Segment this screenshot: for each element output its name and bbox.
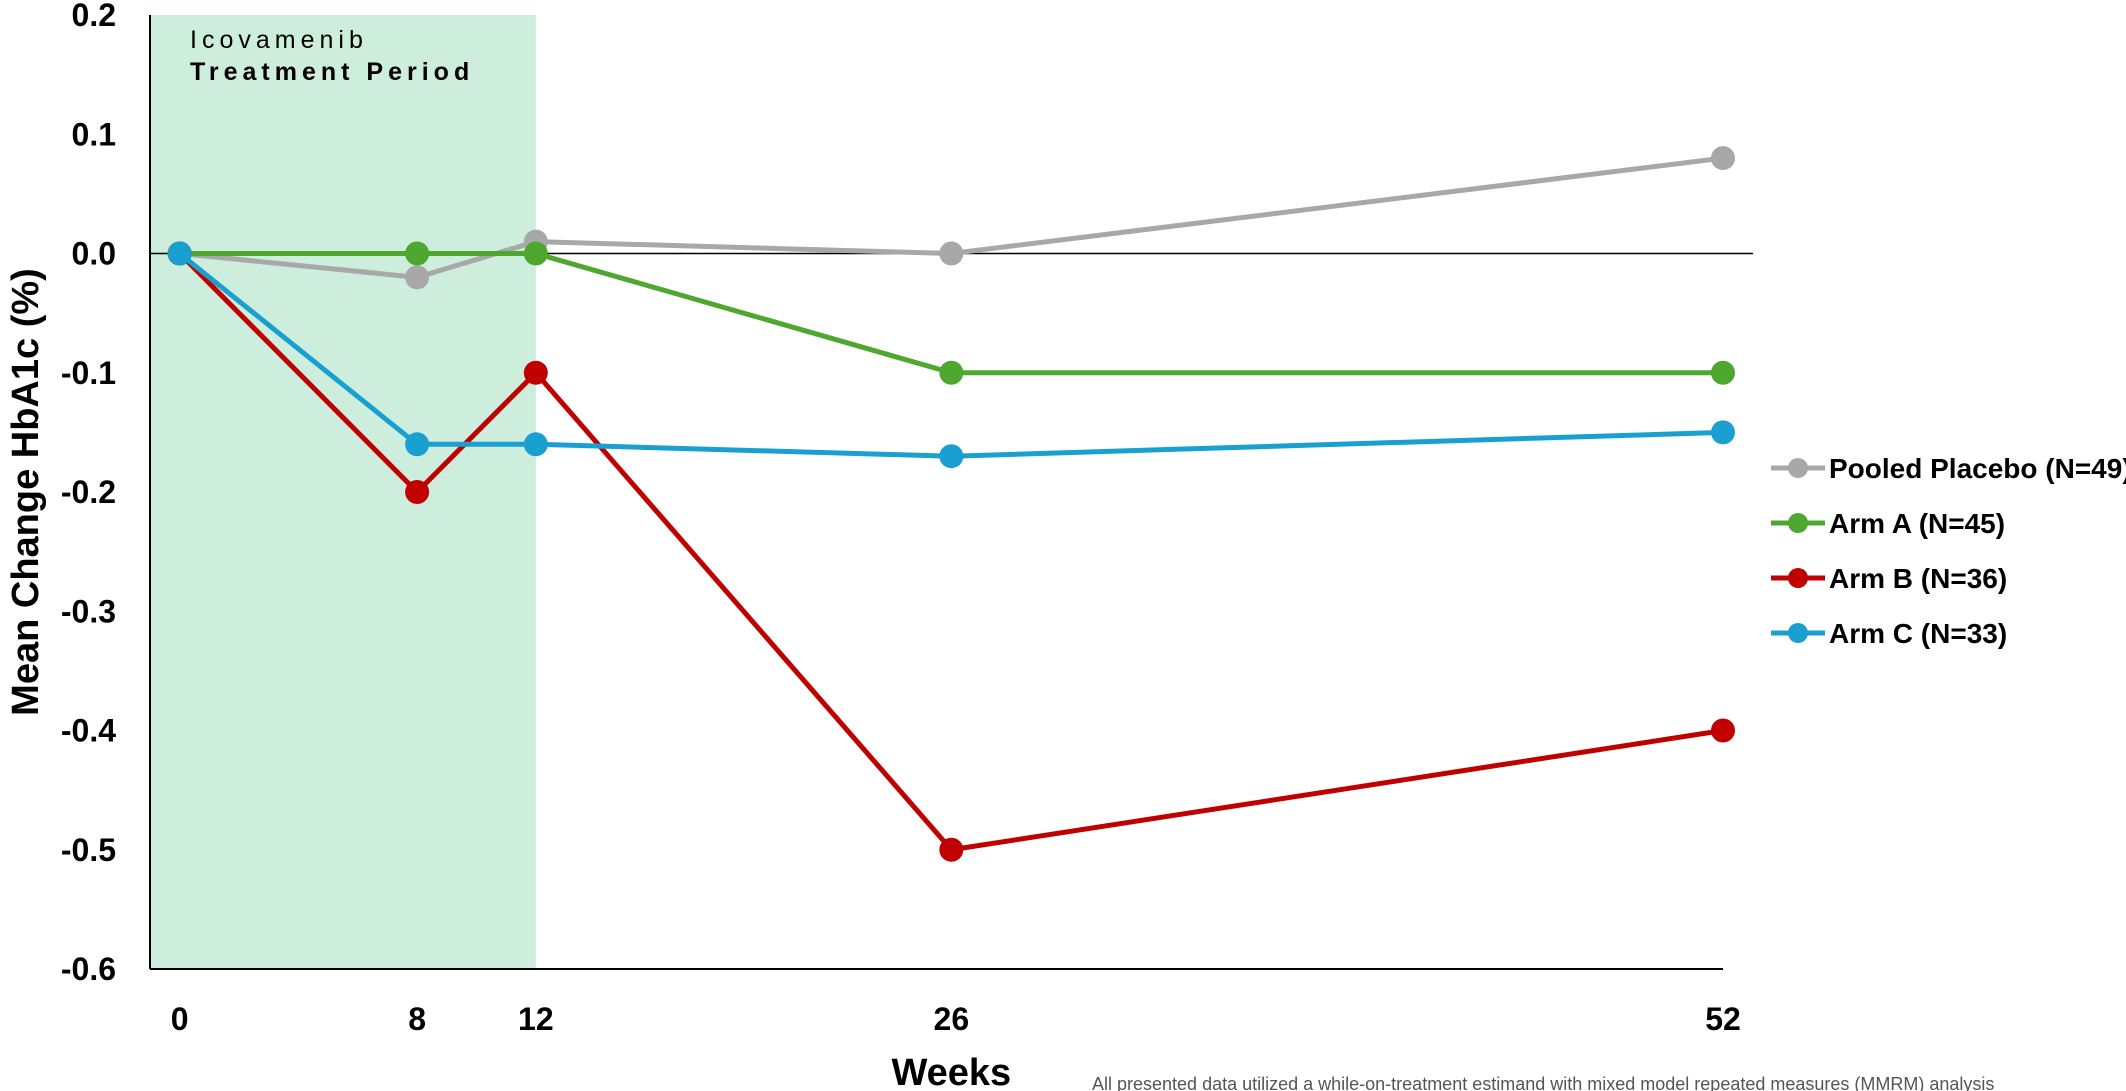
data-point (167, 241, 192, 266)
band-label-line1: Icovamenib (190, 26, 368, 54)
y-tick-label: -0.4 (61, 713, 116, 749)
legend-item: Arm B (N=36) (1771, 563, 2007, 594)
data-point (405, 241, 430, 266)
data-point (1711, 360, 1735, 385)
data-point (1711, 146, 1735, 171)
data-point (939, 444, 964, 469)
y-tick-label: -0.2 (61, 474, 116, 510)
data-point (523, 241, 548, 266)
y-tick-label: -0.6 (61, 951, 116, 987)
y-tick-label: 0.0 (72, 236, 116, 272)
data-point (1711, 718, 1735, 743)
legend-item: Pooled Placebo (N=49) (1771, 453, 2126, 484)
y-axis-title: Mean Change HbA1c (%) (5, 268, 47, 716)
legend-label: Arm A (N=45) (1829, 508, 2005, 539)
data-point (939, 360, 964, 385)
legend-item: Arm C (N=33) (1771, 618, 2007, 649)
data-point (523, 360, 548, 385)
data-point (405, 432, 430, 457)
legend-marker (1788, 623, 1808, 643)
data-point (523, 432, 548, 457)
data-point (939, 837, 964, 862)
x-tick-label: 26 (934, 1001, 970, 1037)
data-point (405, 480, 430, 504)
y-tick-label: -0.3 (61, 593, 116, 629)
data-point (405, 265, 430, 290)
legend-marker (1788, 513, 1808, 533)
series-4 (167, 241, 1735, 469)
y-tick-label: -0.1 (61, 355, 116, 391)
legend-marker (1788, 568, 1808, 588)
x-tick-label: 52 (1705, 1001, 1741, 1037)
x-tick-labels: 0 8 12 26 52 (171, 1001, 1741, 1037)
footnote: All presented data utilized a while-on-t… (1092, 1074, 1994, 1091)
x-tick-label: 0 (171, 1001, 189, 1037)
legend-item: Arm A (N=45) (1771, 508, 2005, 539)
band-label-line2: Treatment Period (190, 58, 474, 86)
legend: Pooled Placebo (N=49) Arm A (N=45) Arm B (… (1771, 453, 2126, 649)
y-tick-labels: 0.2 0.1 0.0 -0.1 -0.2 -0.3 -0.4 -0.5 -0.6 (61, 0, 116, 987)
x-tick-label: 8 (408, 1001, 426, 1037)
y-tick-label: 0.1 (72, 116, 116, 152)
y-tick-label: -0.5 (61, 832, 116, 868)
data-point (939, 241, 964, 266)
legend-marker (1788, 458, 1808, 478)
treatment-period-band (150, 15, 536, 969)
series-layer (167, 146, 1735, 862)
legend-label: Arm B (N=36) (1829, 563, 2007, 594)
x-axis-title: Weeks (891, 1052, 1011, 1091)
x-tick-label: 12 (518, 1001, 554, 1037)
data-point (1711, 420, 1735, 445)
legend-label: Arm C (N=33) (1829, 618, 2007, 649)
legend-label: Pooled Placebo (N=49) (1829, 453, 2126, 484)
y-tick-label: 0.2 (72, 0, 116, 33)
